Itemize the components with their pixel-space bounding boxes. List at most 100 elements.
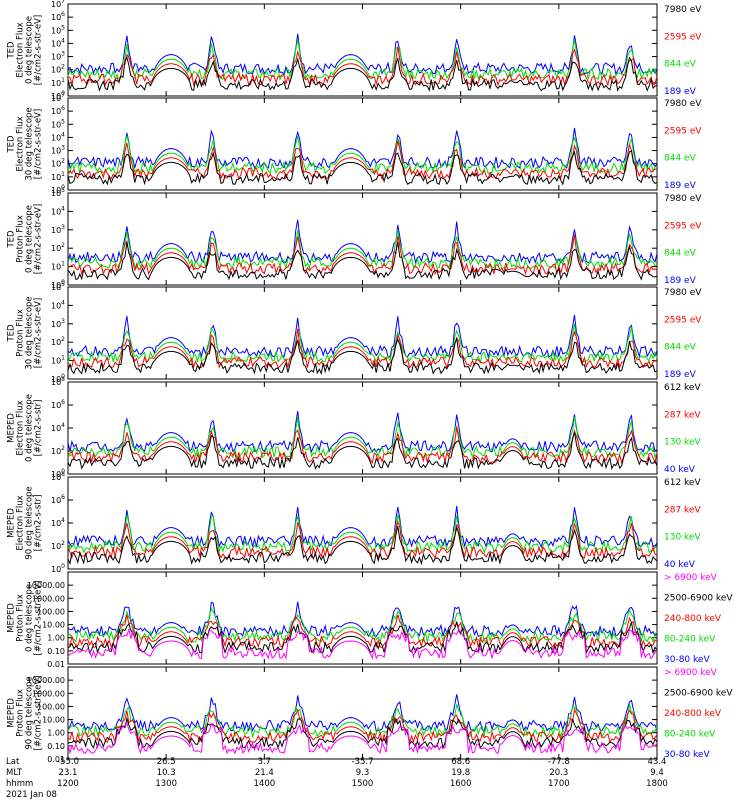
x-axis-value: 1200 [57, 779, 79, 789]
y-tick-label: 102 [51, 445, 65, 456]
legend-entry: 80-240 keV [664, 635, 716, 645]
legend-entry: 287 keV [664, 505, 701, 515]
y-tick-label: 1.00 [47, 729, 65, 738]
legend-entry: 612 keV [664, 478, 701, 488]
y-axis-label-line: Proton Flux [16, 309, 26, 357]
y-tick-label: 0.01 [47, 660, 65, 669]
y-tick-label: 104 [51, 131, 65, 142]
legend-entry: 844 eV [664, 343, 697, 353]
y-axis-label-line: Proton Flux [16, 215, 26, 263]
panel-2: 100 101 102 103 104 105 106 107 TED Electron Flux… [7, 92, 703, 195]
series-line-7-0 [67, 694, 658, 733]
series-line-1-0 [67, 127, 658, 170]
legend-entry: 844 eV [664, 249, 697, 259]
y-tick-label: 100 [51, 279, 65, 290]
legend-entry: 2500-6900 keV [664, 689, 733, 699]
y-axis-label-line: [#/cm2-s-str-eV] [34, 298, 44, 368]
y-axis-label-line: Proton Flux [16, 594, 26, 642]
y-axis-label-line: [#/cm2-s-str-eV] [34, 15, 44, 85]
y-tick-label: 100 [51, 184, 65, 195]
y-axis-label-line: 0 deg telescope [25, 394, 35, 462]
legend-entry: 7980 eV [664, 288, 702, 298]
y-tick-label: 10.00 [42, 621, 65, 630]
legend-entry: 612 keV [664, 383, 701, 393]
y-tick-label: 102 [51, 242, 65, 253]
x-axis-row-label: hhmm [6, 779, 33, 789]
panel-frame [67, 666, 658, 760]
y-tick-label: 1000.00 [32, 594, 65, 603]
y-tick-label: 102 [51, 64, 65, 75]
y-axis-label-line: [#/cm2-s-str-eV] [34, 109, 44, 179]
legend-entry: > 6900 keV [664, 573, 718, 583]
series-line-7-2 [67, 707, 658, 744]
y-axis-label-line: Electron Flux [16, 400, 26, 455]
series-line-6-1 [67, 607, 658, 644]
series-line-5-2 [67, 519, 658, 560]
series-line-6-0 [67, 601, 658, 639]
y-tick-label: 104 [51, 37, 65, 48]
panel-frame [67, 3, 658, 97]
series-line-0-0 [67, 33, 658, 76]
y-axis-label-line: 90 deg telescope [25, 676, 35, 749]
legend-entry: 130 keV [664, 533, 701, 543]
y-tick-label: 102 [51, 540, 65, 551]
series-line-4-2 [67, 426, 658, 465]
y-axis-label-line: 30 deg telescope [25, 107, 35, 180]
series-line-3-0 [67, 314, 658, 359]
legend-entry: 2500-6900 keV [664, 594, 733, 604]
panel-frame [67, 286, 658, 380]
x-axis-value: 23.1 [59, 768, 78, 778]
y-tick-label: 106 [51, 399, 65, 410]
y-tick-label: 101 [51, 77, 65, 88]
legend-entry: 844 eV [664, 60, 697, 70]
legend-entry: 7980 eV [664, 194, 702, 204]
y-tick-label: 101 [51, 261, 65, 272]
y-tick-label: 103 [51, 318, 65, 329]
legend-entry: 2595 eV [664, 126, 702, 136]
panel-3: 100 101 102 103 104 105 TED Proton Flux 0 deg te… [7, 187, 703, 290]
y-tick-label: 107 [51, 92, 65, 103]
y-axis-label-line: 0 deg telescope [25, 205, 35, 273]
legend-entry: 7980 eV [664, 5, 702, 15]
series-line-6-4 [67, 628, 658, 661]
date-label: 2021 Jan 08 [6, 790, 57, 800]
y-axis-label-line: 90 deg telescope [25, 486, 35, 559]
y-tick-label: 101 [51, 355, 65, 366]
panel-5: 100 102 104 106 108 MEPED Electron Flux 0 deg t… [7, 376, 702, 479]
series-line-3-1 [67, 323, 658, 365]
x-axis-value: 1600 [450, 779, 472, 789]
series-line-0-1 [67, 39, 658, 81]
y-tick-label: 1.00 [47, 634, 65, 643]
series-line-7-4 [67, 722, 658, 755]
y-axis-label-line: 30 deg telescope [25, 296, 35, 369]
series-line-1-2 [67, 140, 658, 181]
y-tick-label: 0.01 [47, 755, 65, 764]
series-line-1-3 [67, 150, 658, 186]
y-tick-label: 103 [51, 145, 65, 156]
y-tick-label: 104 [51, 422, 65, 433]
y-tick-label: 1000.00 [32, 689, 65, 698]
legend-entry: 287 keV [664, 410, 701, 420]
panel-7: 0.01 0.10 1.00 10.00 100.00 1000.00 10000.00 ME… [7, 571, 733, 669]
y-tick-label: 105 [51, 118, 65, 129]
y-tick-label: 10.00 [42, 716, 65, 725]
y-axis-label-line: [#/cm2-s-str-keV] [34, 581, 44, 656]
legend-entry: > 6900 keV [664, 668, 718, 678]
x-axis-value: -35.7 [352, 757, 374, 767]
series-line-2-3 [67, 242, 658, 281]
x-axis-row-label: MLT [6, 768, 23, 778]
x-axis-value: 1300 [155, 779, 177, 789]
series-line-7-3 [67, 716, 658, 750]
y-tick-label: 10000.00 [27, 581, 65, 590]
y-axis-label-line: MEPED [7, 508, 17, 538]
legend-entry: 30-80 keV [664, 655, 710, 665]
legend-entry: 240-800 keV [664, 709, 722, 719]
y-axis-label-line: Electron Flux [16, 22, 26, 77]
y-tick-label: 106 [51, 11, 65, 22]
legend-entry: 240-800 keV [664, 614, 722, 624]
x-axis-value: 1500 [352, 779, 374, 789]
y-axis-label-line: [#/cm2-s-str] [34, 400, 44, 457]
panel-6: 100 102 104 106 108 MEPED Electron Flux 90 deg … [7, 471, 702, 574]
x-axis-row-label: Lat [6, 757, 20, 767]
